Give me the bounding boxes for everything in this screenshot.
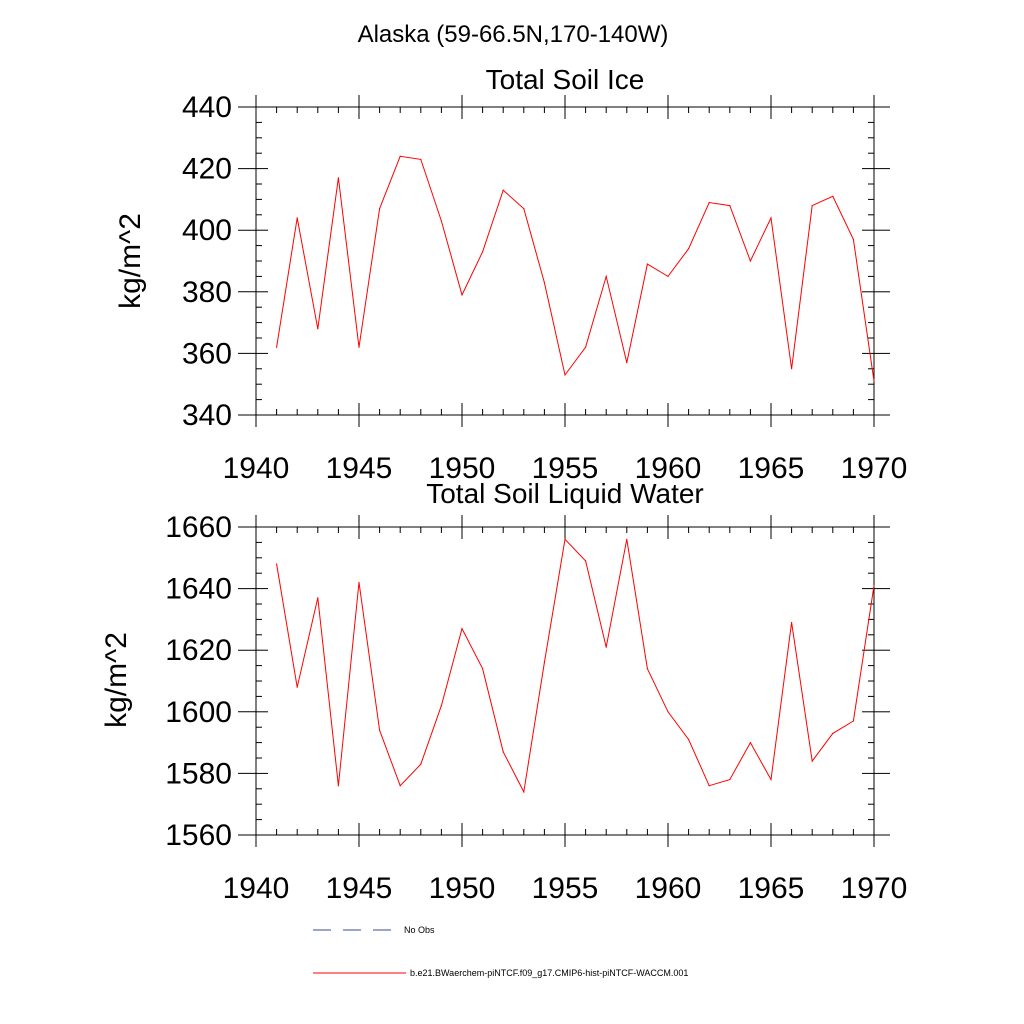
y-tick-label: 1560: [165, 819, 232, 852]
data-point: [440, 705, 442, 707]
data-point: [873, 380, 875, 382]
x-tick-label: 1950: [429, 872, 496, 905]
x-tick-label: 1955: [532, 452, 599, 485]
data-point: [296, 217, 298, 219]
y-axis-label: kg/m^2: [100, 632, 133, 728]
data-point: [420, 763, 422, 765]
data-point: [626, 538, 628, 540]
data-point: [873, 584, 875, 587]
data-point: [852, 720, 855, 722]
x-tick-label: 1970: [841, 872, 908, 905]
data-point: [461, 294, 463, 296]
y-tick-label: 360: [182, 337, 232, 370]
data-point: [729, 778, 731, 781]
data-point: [667, 711, 669, 713]
series-line: [276, 538, 875, 794]
x-tick-label: 1945: [326, 452, 393, 485]
data-point: [399, 155, 401, 157]
x-tick-label: 1965: [738, 872, 805, 905]
data-point: [646, 668, 649, 670]
chart-title: Total Soil Ice: [486, 64, 645, 95]
x-tick-label: 1960: [635, 452, 702, 485]
data-point: [543, 281, 546, 284]
x-tick-label: 1940: [223, 452, 290, 485]
data-point: [708, 785, 710, 787]
data-point: [646, 263, 649, 265]
data-point: [564, 374, 566, 376]
chart-panel-total-soil-ice: Total Soil Ice kg/m^2 1940 1945 1950 1955 19…: [114, 64, 907, 485]
data-point: [358, 346, 360, 348]
data-point: [749, 742, 752, 744]
data-point: [502, 189, 504, 191]
y-tick-label: 1600: [165, 696, 232, 729]
chart-title: Total Soil Liquid Water: [426, 478, 704, 509]
series-line: [276, 155, 875, 382]
data-point: [667, 275, 669, 277]
data-point: [276, 563, 278, 565]
data-point: [276, 346, 278, 348]
data-point: [708, 201, 710, 204]
x-tick-label: 1970: [841, 452, 908, 485]
y-tick-label: 440: [182, 91, 232, 124]
y-tick-label: 420: [182, 153, 232, 186]
data-point: [605, 275, 607, 277]
data-point: [337, 785, 339, 787]
data-point: [852, 238, 855, 241]
x-tick-label: 1955: [532, 872, 599, 905]
data-point: [482, 668, 484, 670]
data-point: [482, 251, 484, 253]
y-tick-label: 1620: [165, 634, 232, 667]
x-tick-label: 1965: [738, 452, 805, 485]
data-point: [358, 581, 360, 584]
data-point: [564, 538, 566, 540]
chart-panel-total-soil-liquid-water: Total Soil Liquid Water kg/m^2 1940 1945 1…: [100, 478, 907, 905]
data-point: [317, 328, 319, 330]
data-point: [523, 208, 525, 210]
data-point: [440, 220, 442, 222]
x-tick-label: 1940: [223, 872, 290, 905]
x-tick-label: 1950: [429, 452, 496, 485]
data-point: [791, 368, 793, 370]
data-point: [379, 729, 381, 731]
y-tick-label: 340: [182, 399, 232, 432]
x-tick-label: 1960: [635, 872, 702, 905]
data-point: [502, 751, 504, 753]
data-point: [296, 686, 298, 688]
data-point: [688, 248, 690, 250]
data-point: [317, 597, 319, 599]
data-point: [337, 177, 339, 179]
data-point: [832, 732, 834, 734]
legend-label-model-run: b.e21.BWaerchem-piNTCF.f09_g17.CMIP6-his…: [410, 968, 688, 978]
data-point: [770, 778, 772, 781]
data-point: [626, 362, 628, 364]
data-point: [585, 560, 587, 562]
data-point: [729, 204, 731, 207]
data-point: [791, 621, 793, 624]
legend: No Obs b.e21.BWaerchem-piNTCF.f09_g17.CM…: [313, 925, 688, 978]
data-point: [688, 738, 690, 741]
data-point: [832, 195, 834, 197]
figure-title: Alaska (59-66.5N,170-140W): [358, 21, 669, 48]
data-point: [585, 346, 587, 348]
y-tick-label: 400: [182, 214, 232, 247]
y-tick-label: 380: [182, 276, 232, 309]
data-point: [461, 628, 463, 630]
data-point: [420, 158, 422, 160]
data-point: [605, 646, 607, 648]
y-tick-label: 1580: [165, 757, 232, 790]
data-point: [749, 260, 752, 262]
y-axis-label: kg/m^2: [114, 213, 147, 309]
legend-label-no-obs: No Obs: [404, 925, 435, 935]
data-point: [543, 661, 546, 664]
data-point: [379, 208, 381, 210]
x-tick-label: 1945: [326, 872, 393, 905]
data-point: [811, 760, 813, 762]
y-tick-label: 1640: [165, 573, 232, 606]
data-point: [523, 791, 525, 793]
data-point: [770, 217, 772, 219]
y-tick-label: 1660: [165, 511, 232, 544]
data-point: [399, 785, 401, 787]
data-point: [811, 204, 813, 207]
